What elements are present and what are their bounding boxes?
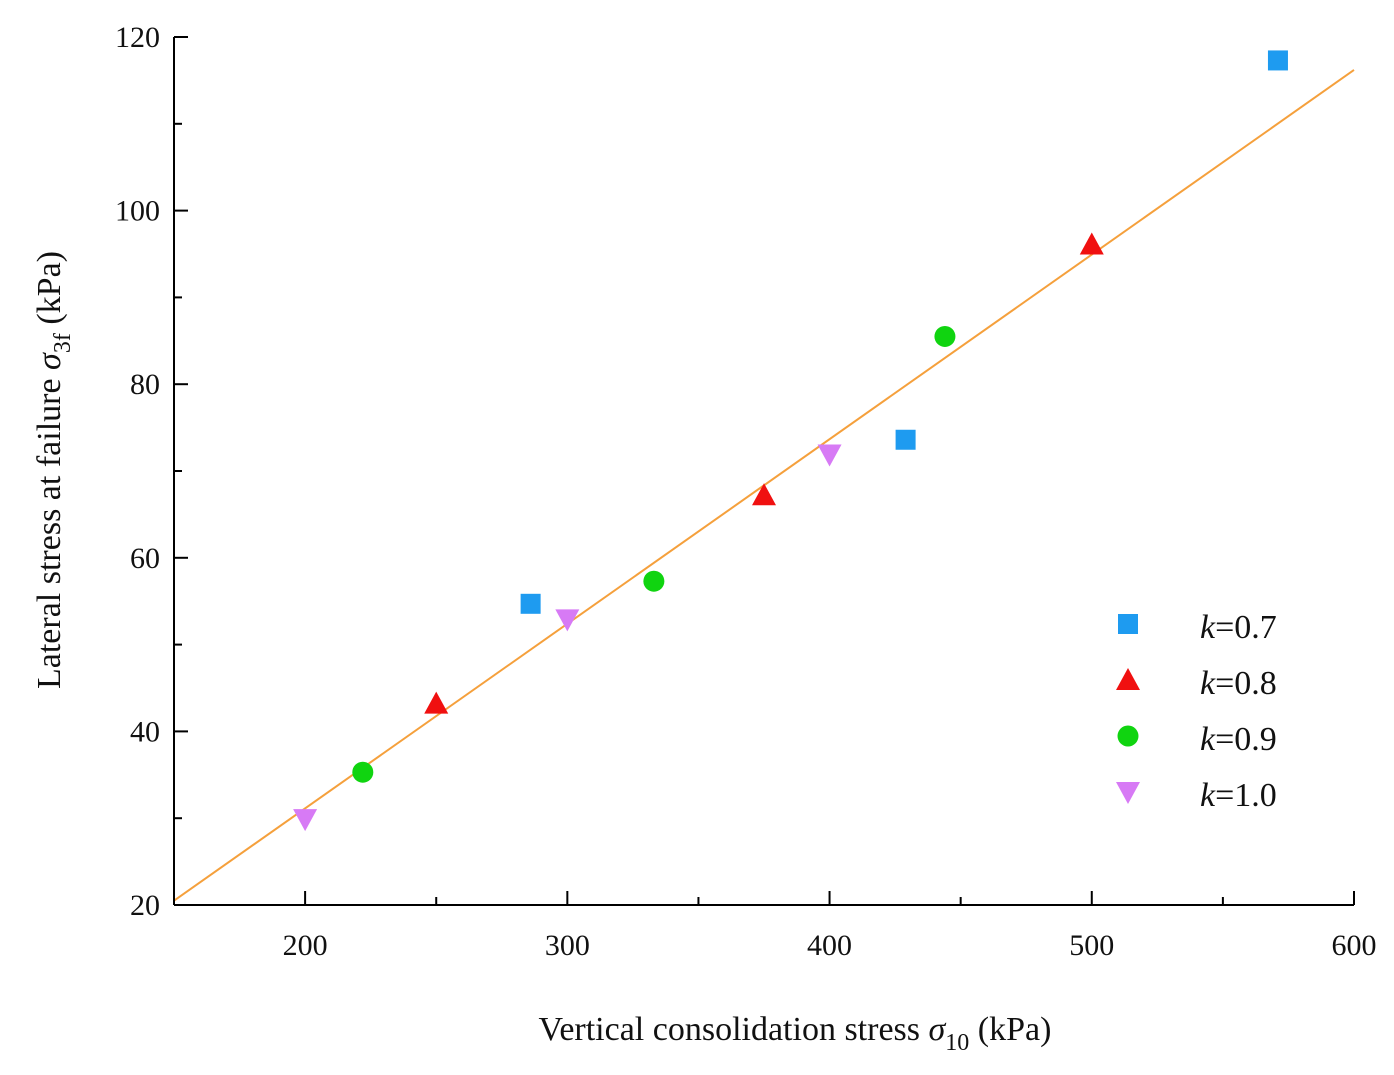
data-point-circle (643, 570, 665, 592)
legend-entry-k-0-7: k=0.7 (1118, 609, 1277, 646)
x-tick-label: 500 (1069, 929, 1114, 962)
legend-symbol (1116, 668, 1140, 690)
x-tick-label: 400 (807, 929, 852, 962)
legend-marker-circle (1117, 725, 1139, 747)
y-tick-label: 60 (130, 542, 160, 575)
legend-label: k=0.9 (1200, 721, 1277, 758)
legend-label: k=0.8 (1200, 665, 1277, 702)
legend-entry-k-0-9: k=0.9 (1117, 721, 1277, 758)
legend-symbol (1117, 725, 1139, 747)
y-axis: 20 40 60 80 100 120 (115, 21, 188, 922)
y-tick-label: 80 (130, 368, 160, 401)
data-point-triangle-down (817, 444, 842, 467)
y-tick-label: 40 (130, 715, 160, 748)
data-point-square (520, 593, 541, 614)
data-point-square (1267, 50, 1288, 71)
data-point-circle (352, 761, 374, 783)
y-axis-title-symbol: σ (31, 352, 68, 370)
legend-symbol (1118, 614, 1138, 634)
x-axis-title: Vertical consolidation stress σ10 (kPa) (539, 1011, 1052, 1056)
legend-label: k=0.7 (1200, 609, 1277, 646)
y-tick-label: 120 (115, 21, 160, 54)
y-tick-label: 20 (130, 889, 160, 922)
x-axis-title-subscript: 10 (945, 1030, 969, 1056)
data-point-circle (934, 325, 956, 347)
x-axis-title-symbol: σ (929, 1011, 947, 1048)
y-tick-label: 100 (115, 195, 160, 228)
data-point-triangle-up (752, 483, 776, 506)
y-axis-title: Lateral stress at failure σ3f (kPa) (31, 251, 76, 689)
legend-label: k=1.0 (1200, 777, 1277, 814)
x-axis-title-unit: (kPa) (969, 1011, 1051, 1048)
data-point-square (895, 429, 916, 450)
data-point-triangle-down (293, 809, 318, 832)
x-tick-label: 300 (545, 929, 590, 962)
plot-markers (293, 50, 1288, 832)
y-axis-title-subscript: 3f (50, 333, 76, 353)
x-axis: 200 300 400 500 600 (174, 891, 1377, 962)
legend-symbol (1116, 782, 1140, 804)
x-tick-label: 200 (283, 929, 328, 962)
legend: k=0.7 k=0.8 k=0.9 k=1.0 (1116, 609, 1277, 814)
data-point-triangle-up (424, 691, 449, 714)
data-point-triangle-up (1079, 232, 1104, 255)
y-axis-title-main: Lateral stress at failure (31, 370, 68, 689)
legend-marker-triangle-down (1116, 782, 1140, 804)
legend-marker-triangle-up (1116, 668, 1140, 690)
x-tick-label: 600 (1332, 929, 1377, 962)
data-point-triangle-down (555, 609, 580, 632)
legend-entry-k-0-8: k=0.8 (1116, 665, 1277, 702)
x-axis-title-main: Vertical consolidation stress (539, 1011, 929, 1048)
legend-entry-k-1-0: k=1.0 (1116, 777, 1277, 814)
legend-marker-square (1118, 614, 1138, 634)
y-axis-title-unit: (kPa) (31, 251, 68, 333)
